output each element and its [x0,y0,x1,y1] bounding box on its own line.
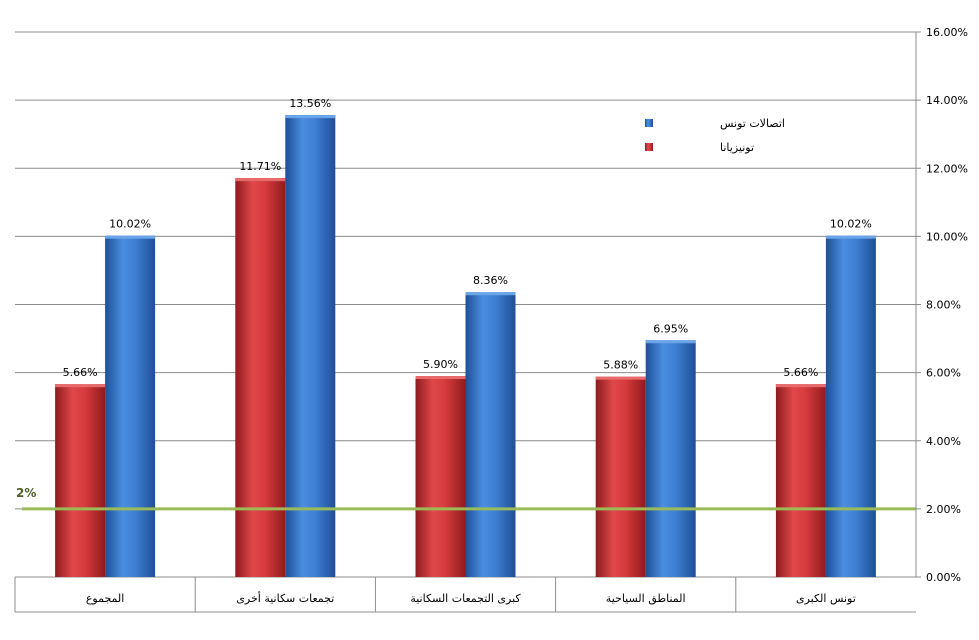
data-label: 5.66% [783,366,818,379]
y-tick-label: 10.00% [926,230,968,243]
bar-top-highlight [595,376,646,380]
bar-tunisiana [55,384,106,577]
data-label: 13.56% [289,97,331,110]
bar-top-highlight [775,384,826,388]
bar-tunisiana [235,178,286,578]
data-label: 8.36% [473,274,508,287]
y-tick-label: 6.00% [926,367,961,380]
data-label: 5.88% [603,359,638,372]
bar-tunisie-telecom [105,235,156,577]
category-label: كبرى التجمعات السكانية [410,592,521,605]
bar-top-highlight [415,376,466,380]
bar-top-highlight [285,115,336,119]
data-label: 6.95% [653,322,688,335]
category-label: تجمعات سكانية أخرى [236,591,334,605]
category-label: تونس الكبرى [796,592,856,605]
bar-tunisiana [415,376,466,577]
legend-label: تونيزيانا [720,141,754,154]
bar-tunisie-telecom [825,235,876,577]
reference-line-label: 2% [16,486,36,500]
y-tick-label: 2.00% [926,503,961,516]
y-tick-label: 14.00% [926,94,968,107]
bar-top-highlight [105,235,156,239]
bar-top-highlight [55,384,106,388]
bar-top-highlight [465,292,516,296]
legend-swatch [645,143,653,151]
legend: اتصالات تونس تونيزيانا [645,117,785,154]
data-label: 10.02% [109,218,151,231]
category-label: المجموع [86,592,124,605]
y-tick-label: 12.00% [926,162,968,175]
legend-swatch [645,119,653,127]
y-tick-label: 0.00% [926,571,961,584]
category-label: المناطق السياحية [606,592,686,606]
bar-tunisiana [775,384,826,577]
y-tick-label: 4.00% [926,435,961,448]
bar-top-highlight [645,340,696,344]
data-label: 11.71% [239,160,281,173]
data-label: 5.66% [63,366,98,379]
bar-top-highlight [235,178,286,182]
data-label: 5.90% [423,358,458,371]
bar-top-highlight [825,235,876,239]
bar-tunisie-telecom [645,340,696,577]
y-tick-label: 16.00% [926,26,968,39]
legend-label: اتصالات تونس [720,117,785,130]
bar-tunisie-telecom [465,292,516,577]
y-tick-label: 8.00% [926,299,961,312]
bar-tunisiana [595,376,646,577]
data-label: 10.02% [830,218,872,231]
bar-tunisie-telecom [285,115,336,578]
